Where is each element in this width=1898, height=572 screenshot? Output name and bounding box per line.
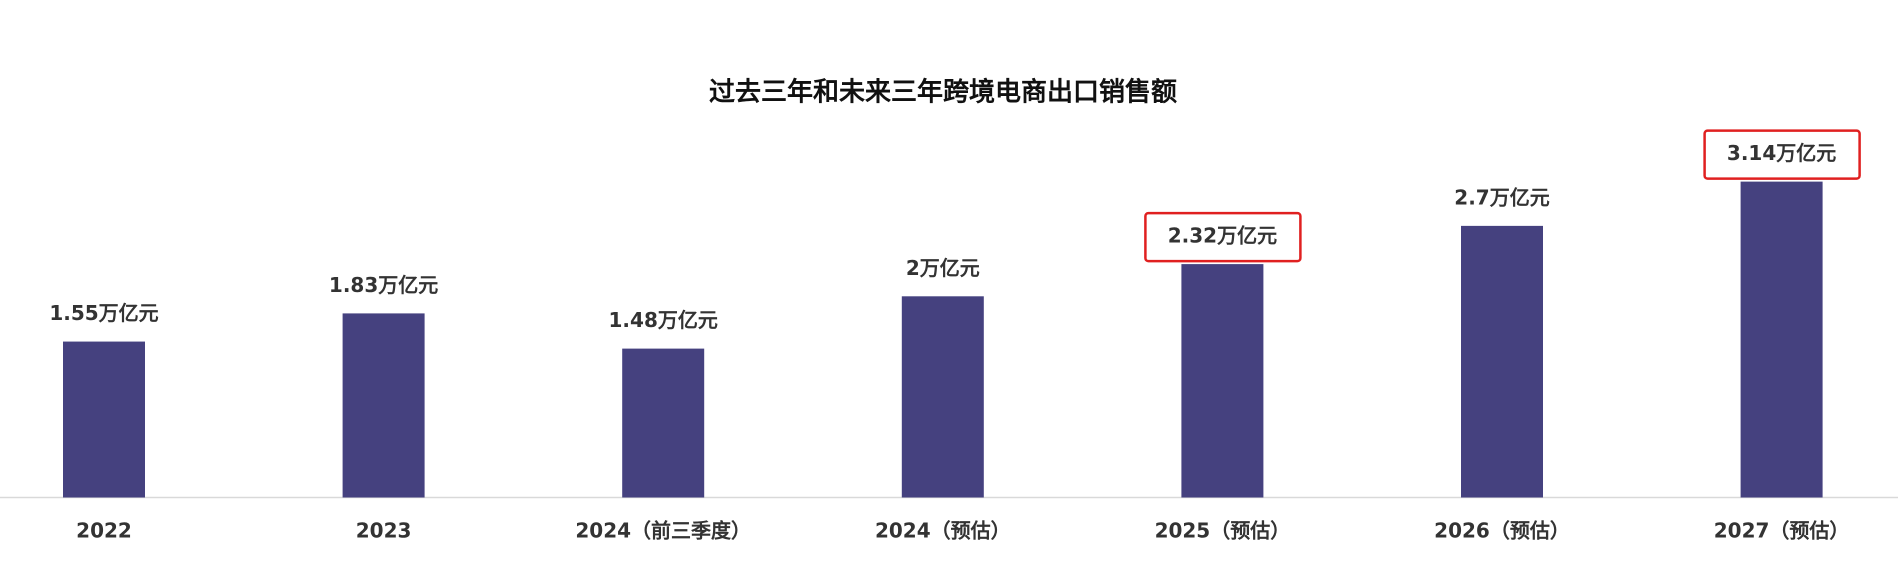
bar	[622, 348, 705, 498]
x-tick-label: 2027（预估）	[1714, 519, 1850, 543]
highlight-box	[1144, 211, 1302, 263]
bar	[1740, 181, 1823, 498]
value-label: 2万亿元	[906, 256, 980, 280]
bar	[901, 296, 984, 498]
x-tick-label: 2022	[76, 519, 132, 543]
bar	[342, 313, 425, 498]
x-tick-label: 2024（预估）	[875, 519, 1011, 543]
x-tick-label: 2023	[356, 519, 412, 543]
x-tick-label: 2024（前三季度）	[575, 519, 751, 543]
x-tick-label: 2025（预估）	[1155, 519, 1291, 543]
bar	[1181, 264, 1264, 498]
value-label: 3.14万亿元	[1727, 141, 1836, 165]
value-label: 2.7万亿元	[1454, 185, 1549, 209]
value-label: 1.55万亿元	[49, 301, 158, 325]
value-label: 2.32万亿元	[1168, 224, 1277, 248]
bar	[1461, 225, 1543, 498]
highlight-box	[1703, 129, 1861, 180]
bar	[63, 341, 145, 498]
value-label: 1.83万亿元	[329, 273, 438, 297]
value-label: 1.48万亿元	[609, 308, 718, 332]
chart-title: 过去三年和未来三年跨境电商出口销售额	[709, 77, 1177, 108]
x-tick-label: 2026（预估）	[1434, 519, 1570, 543]
